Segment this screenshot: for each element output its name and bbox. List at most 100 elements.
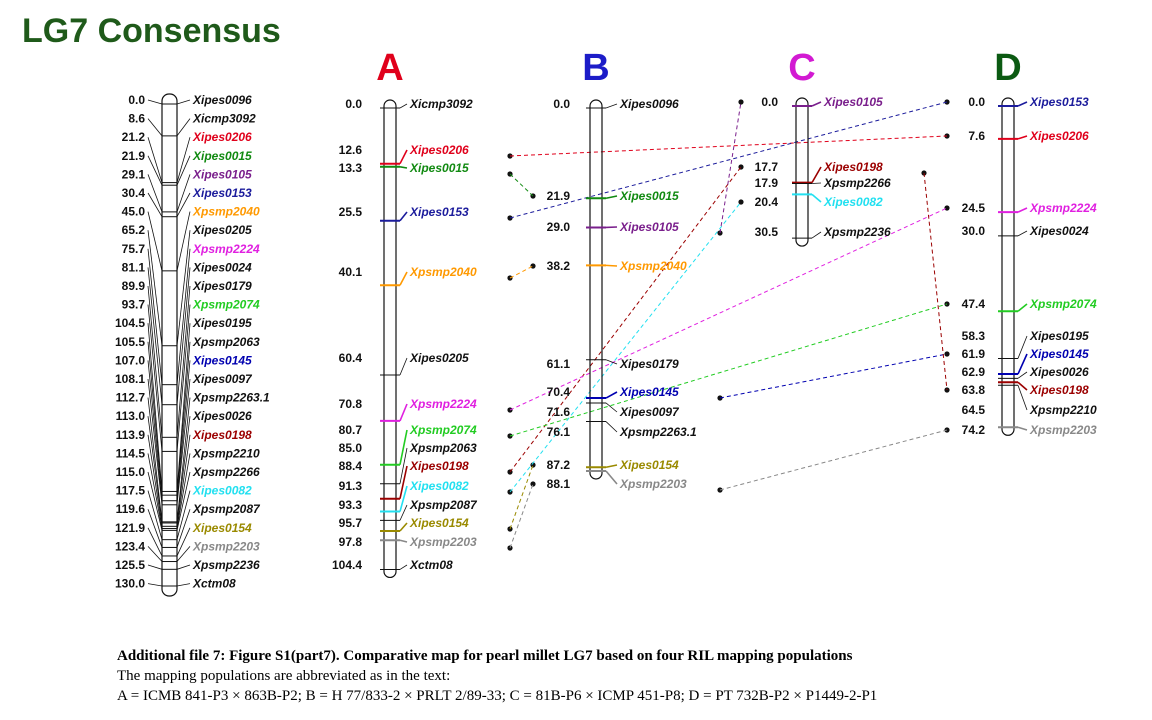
marker-label: Xipes0198 xyxy=(823,160,883,174)
position-label: 70.4 xyxy=(547,385,571,399)
position-label: 97.8 xyxy=(339,535,363,549)
marker-leader xyxy=(1017,101,1028,107)
marker-label: Xpsmp2203 xyxy=(409,535,477,549)
consensus-right-leader xyxy=(176,397,191,522)
consensus-right-leader xyxy=(176,323,191,492)
consensus-position-label: 121.9 xyxy=(115,521,145,535)
position-label: 47.4 xyxy=(962,297,986,311)
consensus-right-leader xyxy=(176,211,191,271)
consensus-marker-label: Xpsmp2266 xyxy=(192,465,260,479)
marker-links-layer xyxy=(507,99,950,551)
consensus-position-label: 29.1 xyxy=(122,167,146,181)
panel-d-marker-xipes0024: 30.0 Xipes0024 xyxy=(962,224,1089,238)
panel-c-marker-xpsmp2266: 17.9 Xpsmp2266 xyxy=(755,176,891,190)
consensus-marker-label: Xipes0082 xyxy=(192,484,252,498)
panel-a-marker-xipes0015: 13.3 Xipes0015 xyxy=(339,161,469,175)
consensus-left-leader xyxy=(147,192,163,217)
position-label: 62.9 xyxy=(962,365,986,379)
marker-label: Xpsmp2266 xyxy=(823,176,891,190)
consensus-marker-xipes0153: 30.4 Xipes0153 xyxy=(122,186,252,218)
marker-leader xyxy=(399,485,408,512)
panel-c-letter: C xyxy=(788,47,815,89)
consensus-left-leader xyxy=(147,416,163,524)
consensus-left-leader xyxy=(147,341,163,496)
consensus-position-label: 104.5 xyxy=(115,316,145,330)
link-xipes0206-a-d xyxy=(509,135,948,157)
panel-c-marker-xipes0082: 20.4 Xipes0082 xyxy=(755,193,883,209)
marker-label: Xipes0154 xyxy=(619,458,679,472)
position-label: 0.0 xyxy=(968,95,985,109)
consensus-left-leader xyxy=(147,267,163,405)
consensus-marker-label: Xipes0198 xyxy=(192,428,252,442)
panel-a-chromosome-bar xyxy=(383,99,397,579)
consensus-right-leader xyxy=(176,304,191,452)
consensus-right-leader xyxy=(176,509,191,548)
position-label: 40.1 xyxy=(339,265,363,279)
consensus-left-leader xyxy=(147,546,163,562)
consensus-position-label: 114.5 xyxy=(116,446,146,460)
marker-leader xyxy=(605,464,618,469)
link-endpoint-dot xyxy=(944,205,950,211)
consensus-left-leader xyxy=(147,509,163,548)
position-label: 30.0 xyxy=(962,224,986,238)
marker-label: Xipes0198 xyxy=(1029,383,1089,397)
position-label: 24.5 xyxy=(962,201,986,215)
consensus-marker-label: Xipes0024 xyxy=(192,260,252,274)
consensus-marker-label: Xipes0179 xyxy=(192,279,252,293)
consensus-position-label: 105.5 xyxy=(115,335,145,349)
panel-b-marker-xipes0096: 0.0 Xipes0096 xyxy=(553,97,679,111)
marker-leader xyxy=(811,166,822,184)
caption-line-3: A = ICMB 841-P3 × 863B-P2; B = H 77/833-… xyxy=(117,688,878,704)
consensus-marker-label: Xipes0154 xyxy=(192,521,252,535)
marker-leader xyxy=(399,357,408,376)
panel-c-marker-xipes0105: 0.0 Xipes0105 xyxy=(761,95,883,109)
link-xpsmp2074-a-d xyxy=(509,303,948,437)
position-label: 25.5 xyxy=(339,205,363,219)
consensus-right-leader xyxy=(176,267,191,405)
position-label: 70.8 xyxy=(339,397,363,411)
panel-b-marker-xipes0145: 70.4 Xipes0145 xyxy=(547,385,679,400)
marker-leader xyxy=(605,402,618,413)
caption-title: Additional file 7: Figure S1(part7). Com… xyxy=(117,648,853,664)
position-label: 0.0 xyxy=(553,97,570,111)
panel-b-marker-xipes0097: 71.6 Xipes0097 xyxy=(547,402,680,419)
position-label: 21.9 xyxy=(547,189,571,203)
position-label: 20.4 xyxy=(755,195,779,209)
panel-b-marker-xipes0105: 29.0 Xipes0105 xyxy=(547,220,679,234)
marker-label: Xipes0015 xyxy=(409,161,469,175)
panel-a-marker-xpsmp2040: 40.1 Xpsmp2040 xyxy=(339,265,477,287)
marker-label: Xipes0097 xyxy=(619,405,680,419)
consensus-left-leader xyxy=(147,230,163,346)
marker-label: Xipes0145 xyxy=(619,385,679,399)
marker-leader xyxy=(605,195,618,200)
consensus-right-leader xyxy=(176,99,191,105)
consensus-right-leader xyxy=(176,174,191,213)
marker-leader xyxy=(399,149,408,165)
link-xipes0154-a-b xyxy=(509,464,534,530)
marker-leader xyxy=(1017,426,1028,431)
link-xpsmp2224-a-d xyxy=(509,207,948,411)
panel-d-marker-xipes0195: 58.3 Xipes0195 xyxy=(962,329,1089,359)
consensus-left-leader xyxy=(147,490,163,540)
marker-label: Xpsmp2074 xyxy=(1029,297,1097,311)
consensus-marker-xpsmp2203: 123.4 Xpsmp2203 xyxy=(115,539,260,563)
panel-a-marker-xicmp3092: 0.0 Xicmp3092 xyxy=(345,97,473,111)
panel-b-marker-xipes0179: 61.1 Xipes0179 xyxy=(547,357,679,371)
consensus-left-leader xyxy=(147,285,163,438)
panel-a-marker-xpsmp2203: 97.8 Xpsmp2203 xyxy=(339,535,477,549)
marker-leader xyxy=(399,403,408,422)
consensus-marker-xpsmp2040: 45.0 Xpsmp2040 xyxy=(122,205,260,272)
link-endpoint-dot xyxy=(738,199,744,205)
panel-a-marker-xipes0082: 91.3 Xipes0082 xyxy=(339,479,469,513)
link-xpsmp2040-a-b xyxy=(509,265,534,279)
consensus-right-leader xyxy=(176,416,191,524)
marker-label: Xipes0153 xyxy=(1029,95,1089,109)
marker-label: Xpsmp2040 xyxy=(619,259,687,273)
consensus-left-leader xyxy=(147,564,163,570)
consensus-right-leader xyxy=(176,378,191,505)
caption-line-2: The mapping populations are abbreviated … xyxy=(117,668,451,684)
consensus-position-label: 8.6 xyxy=(128,112,145,126)
marker-leader xyxy=(399,447,408,484)
consensus-marker-xpsmp2063: 105.5 Xpsmp2063 xyxy=(115,335,260,496)
position-label: 38.2 xyxy=(547,259,571,273)
